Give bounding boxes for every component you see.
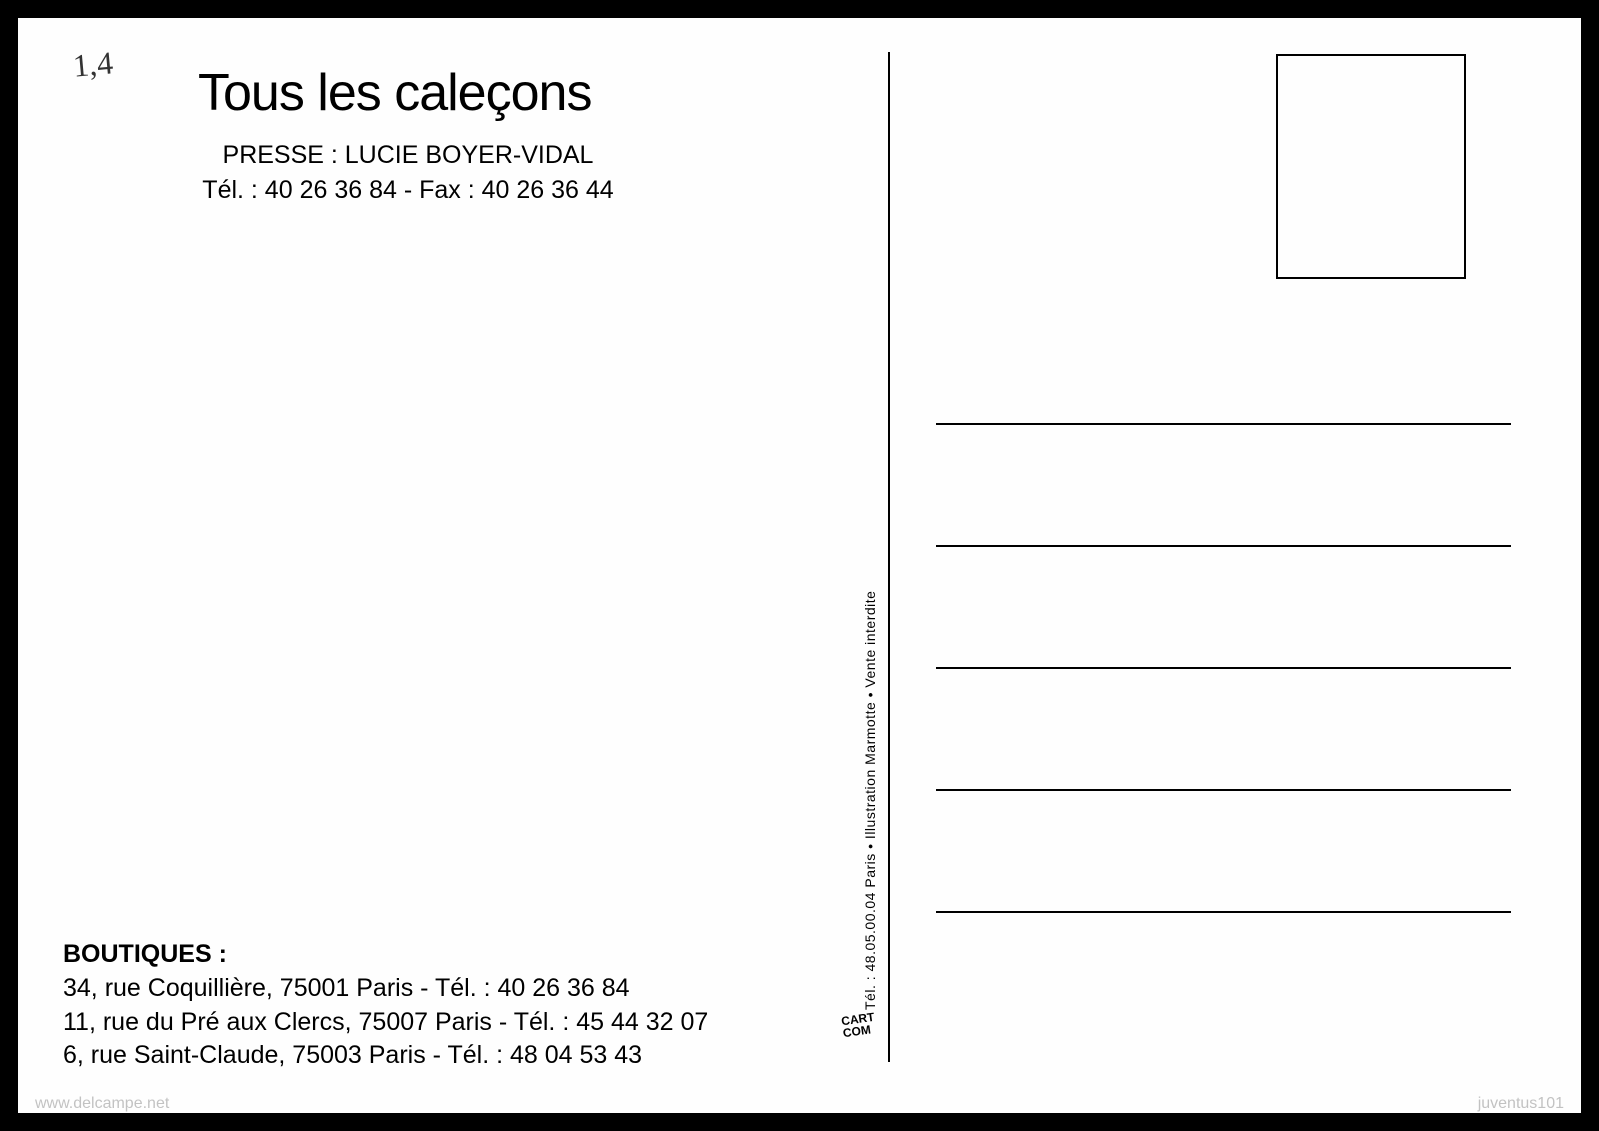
postcard-back: 1,4 Tous les caleçons PRESSE : LUCIE BOY… — [18, 18, 1581, 1113]
address-line — [936, 911, 1511, 913]
boutique-address: 34, rue Coquillière, 75001 Paris - Tél. … — [63, 972, 708, 1006]
watermark-source: www.delcampe.net — [35, 1095, 169, 1113]
boutique-address: 6, rue Saint-Claude, 75003 Paris - Tél. … — [63, 1039, 708, 1073]
vertical-divider — [888, 52, 890, 1062]
watermark-user: juventus101 — [1478, 1095, 1564, 1113]
address-lines-block — [936, 423, 1511, 1033]
tel-fax-line: Tél. : 40 26 36 84 - Fax : 40 26 36 44 — [198, 176, 618, 205]
handwritten-annotation: 1,4 — [71, 44, 114, 84]
cartcom-logo: CART COM — [842, 1013, 887, 1058]
stamp-placeholder — [1276, 54, 1466, 279]
boutique-address: 11, rue du Pré aux Clercs, 75007 Paris -… — [63, 1006, 708, 1040]
address-line — [936, 423, 1511, 425]
address-line — [936, 545, 1511, 547]
address-line — [936, 667, 1511, 669]
logo-line2: COM — [842, 1022, 872, 1040]
header-block: Tous les caleçons PRESSE : LUCIE BOYER-V… — [198, 63, 698, 205]
address-line — [936, 789, 1511, 791]
press-contact: PRESSE : LUCIE BOYER-VIDAL — [198, 141, 618, 170]
printer-caption: Tél. : 48.05.00.04 Paris • Illustration … — [862, 591, 878, 1010]
main-title: Tous les caleçons — [198, 63, 698, 123]
boutiques-block: BOUTIQUES : 34, rue Coquillière, 75001 P… — [63, 938, 708, 1073]
boutiques-header: BOUTIQUES : — [63, 938, 708, 972]
